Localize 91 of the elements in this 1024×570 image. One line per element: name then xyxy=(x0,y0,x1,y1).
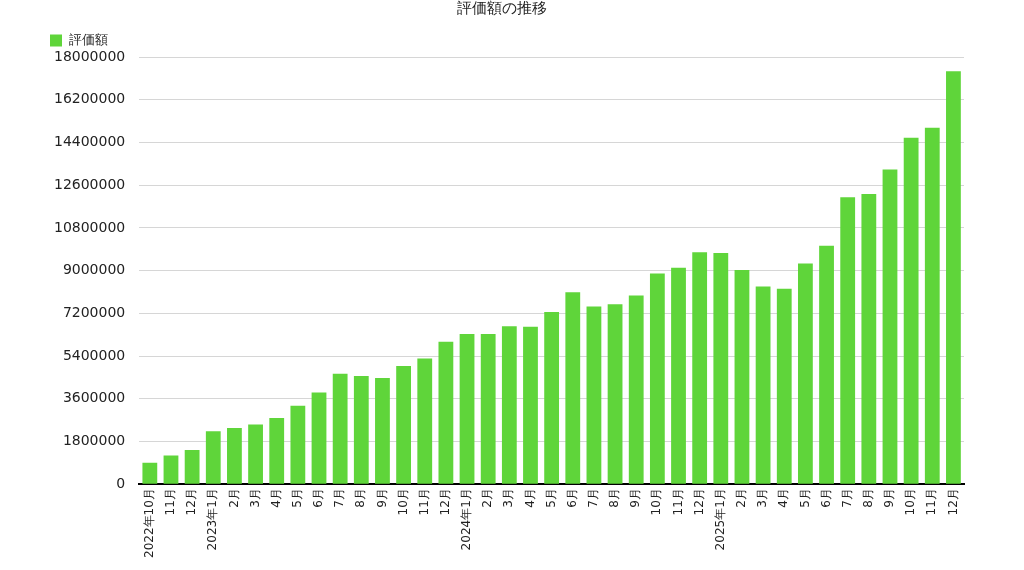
x-tick-label: 6月 xyxy=(818,488,833,508)
bar xyxy=(142,462,158,484)
y-tick-label: 9000000 xyxy=(62,261,126,278)
x-tick-label: 11月 xyxy=(416,488,431,516)
x-tick-label: 2月 xyxy=(480,488,495,508)
x-tick-label: 7月 xyxy=(839,488,854,508)
bar xyxy=(734,270,750,484)
y-tick-label: 14400000 xyxy=(53,133,126,150)
x-tick-label: 5月 xyxy=(797,488,812,508)
bar xyxy=(797,263,813,484)
x-tick-label: 2024年1月 xyxy=(459,488,474,551)
bar xyxy=(692,252,708,484)
x-tick-label: 5月 xyxy=(543,488,558,508)
bar xyxy=(205,431,221,484)
bar xyxy=(649,273,665,484)
bar xyxy=(840,197,856,484)
x-tick-label: 4月 xyxy=(776,488,791,508)
x-tick-label: 8月 xyxy=(607,488,622,508)
x-tick-label: 12月 xyxy=(438,488,453,516)
x-tick-label: 2025年1月 xyxy=(712,488,727,551)
x-tick-label: 3月 xyxy=(247,488,262,508)
x-tick-label: 10月 xyxy=(395,488,410,516)
y-tick-label: 12600000 xyxy=(53,175,126,192)
x-tick-label: 6月 xyxy=(564,488,579,508)
bar xyxy=(417,358,433,484)
bar xyxy=(523,326,538,484)
y-tick-label: 5400000 xyxy=(62,346,126,363)
bar xyxy=(713,253,729,484)
x-tick-label: 8月 xyxy=(353,488,368,508)
bar xyxy=(544,311,560,484)
x-tick-label: 7月 xyxy=(332,488,347,508)
bar xyxy=(459,333,475,484)
y-tick-label: 7200000 xyxy=(62,303,126,320)
y-tick-label: 10800000 xyxy=(53,218,126,235)
bar xyxy=(248,424,263,484)
bar xyxy=(565,292,581,484)
bar xyxy=(290,405,306,484)
bar xyxy=(924,127,940,484)
x-tick-label: 9月 xyxy=(882,488,897,508)
bar xyxy=(755,286,771,484)
bar xyxy=(353,375,369,484)
bar xyxy=(946,71,961,484)
chart-title: 評価額の推移 xyxy=(457,0,547,17)
x-tick-label: 2月 xyxy=(226,488,241,508)
bar xyxy=(586,306,602,484)
x-tick-label: 11月 xyxy=(924,488,939,516)
x-tick-label: 3月 xyxy=(501,488,516,508)
bar xyxy=(882,169,898,484)
bar xyxy=(375,378,390,484)
x-tick-label: 12月 xyxy=(691,488,706,516)
x-tick-label: 2022年10月 xyxy=(141,488,156,558)
bar xyxy=(776,288,792,484)
y-tick-label: 0 xyxy=(116,474,126,491)
bar xyxy=(671,267,686,484)
bar xyxy=(861,193,877,484)
x-tick-label: 2023年1月 xyxy=(205,488,220,551)
bar xyxy=(819,245,834,484)
bar xyxy=(332,373,348,484)
x-tick-label: 9月 xyxy=(628,488,643,508)
y-tick-label: 18000000 xyxy=(53,47,126,64)
bar xyxy=(501,326,517,484)
y-tick-label: 3600000 xyxy=(62,389,126,406)
bar xyxy=(607,304,623,484)
x-tick-label: 5月 xyxy=(289,488,304,508)
bar xyxy=(227,427,242,484)
x-tick-label: 7月 xyxy=(586,488,601,508)
x-tick-label: 9月 xyxy=(374,488,389,508)
bar xyxy=(184,450,200,484)
bar xyxy=(396,366,411,484)
x-tick-label: 4月 xyxy=(268,488,283,508)
bar xyxy=(480,333,496,484)
x-tick-label: 12月 xyxy=(945,488,960,516)
legend-label: 評価額 xyxy=(68,31,108,47)
x-tick-label: 6月 xyxy=(311,488,326,508)
x-tick-label: 12月 xyxy=(184,488,199,516)
x-tick-label: 11月 xyxy=(670,488,685,516)
bar xyxy=(438,341,454,484)
bar xyxy=(628,295,644,484)
x-tick-label: 10月 xyxy=(649,488,664,516)
x-tick-label: 2月 xyxy=(734,488,749,508)
bar xyxy=(903,137,919,484)
x-tick-label: 3月 xyxy=(755,488,770,508)
x-tick-label: 4月 xyxy=(522,488,537,508)
y-tick-label: 1800000 xyxy=(62,432,126,449)
bar xyxy=(311,392,327,484)
x-tick-label: 8月 xyxy=(860,488,875,508)
bar xyxy=(163,455,179,484)
y-tick-label: 16200000 xyxy=(53,90,126,107)
x-tick-label: 11月 xyxy=(163,488,178,516)
bar xyxy=(269,417,285,484)
x-tick-label: 10月 xyxy=(903,488,918,516)
